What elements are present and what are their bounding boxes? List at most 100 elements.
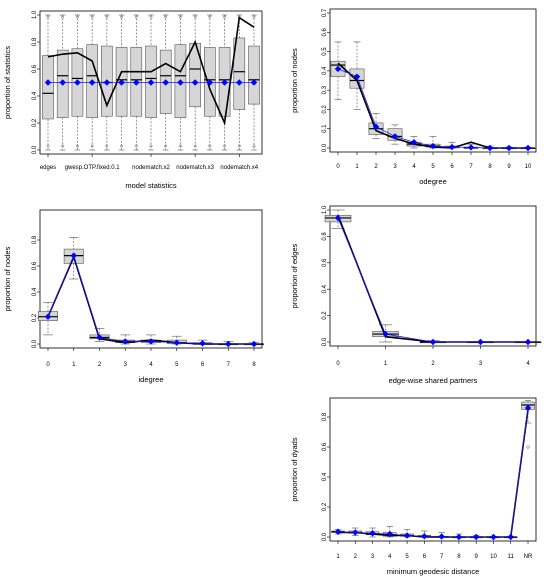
simulated-mean-point [44, 79, 52, 86]
x-axis-label: model statistics [125, 181, 177, 190]
simulated-mean-line [47, 254, 254, 345]
chart-panel-2: 0.0 0.1 0.2 0.3 0.4 0.5 0.6 0.7 proportion of no… [290, 8, 537, 186]
y-tick-label: 0.8 [322, 412, 328, 421]
simulated-mean-point [490, 533, 497, 541]
simulated-mean-line [337, 217, 528, 343]
simulated-mean-point [103, 79, 111, 86]
x-tick-label: 3 [479, 361, 483, 367]
simulated-mean-point [59, 79, 66, 86]
simulated-mean-line [337, 407, 529, 538]
simulated-mean-point [410, 139, 418, 146]
simulated-mean-point [382, 330, 389, 338]
y-axis-label: proportion of statistics [3, 46, 12, 119]
simulated-mean-point [477, 338, 484, 346]
chart-panel-1: 0.0 0.2 0.4 0.6 0.8 1.0 proportion of statisti… [3, 10, 263, 190]
x-tick-label: 1 [384, 361, 388, 367]
x-tick-label: nodematch.x4 [220, 165, 258, 171]
simulated-mean-point [225, 340, 232, 348]
y-tick-label: 0.0 [322, 532, 328, 541]
simulated-mean-point [372, 123, 380, 130]
y-tick-label: 0.0 [322, 337, 328, 346]
y-tick-label: 0.6 [32, 261, 38, 270]
outlier-point [208, 15, 212, 19]
x-tick-label: NR [524, 554, 533, 560]
simulated-mean-point [353, 73, 361, 80]
x-tick-label: 5 [405, 554, 409, 560]
simulated-mean-point [147, 338, 155, 345]
outlier-point [252, 144, 256, 148]
x-tick-label: nodematch.x2 [132, 165, 170, 171]
y-tick-label: 0.2 [322, 105, 328, 114]
outlier-point [120, 144, 124, 148]
simulated-mean-point [386, 530, 394, 538]
y-tick-label: 0.8 [322, 232, 328, 241]
x-axis-label: odegree [419, 177, 447, 186]
simulated-mean-point [467, 144, 475, 151]
outlier-point [164, 15, 168, 19]
y-tick-label: 0.4 [322, 66, 328, 75]
outlier-point [149, 15, 153, 19]
x-tick-label: 8 [252, 362, 256, 368]
x-tick-label: 9 [507, 164, 511, 170]
observed-line [338, 409, 529, 538]
y-tick-label: 0.2 [32, 313, 38, 322]
outlier-point [120, 15, 124, 19]
outlier-point [134, 144, 138, 148]
x-tick-label: 7 [440, 554, 444, 560]
outlier-point [75, 15, 79, 19]
x-tick-label: 8 [488, 164, 492, 170]
simulated-mean-point [334, 65, 342, 73]
observed-line [337, 214, 528, 343]
y-tick-label: 0.6 [32, 64, 38, 73]
simulated-mean-point [44, 313, 52, 320]
simulated-mean-point [250, 340, 258, 348]
simulated-mean-point [505, 144, 513, 152]
simulated-mean-point [236, 79, 243, 86]
x-tick-label: 0 [336, 164, 340, 170]
simulated-mean-point [507, 533, 514, 541]
simulated-mean-point [147, 79, 155, 86]
y-tick-label: 0.1 [322, 124, 328, 133]
simulated-mean-point [96, 334, 103, 341]
simulated-mean-point [199, 340, 206, 347]
y-tick-label: 0.4 [32, 287, 38, 296]
outlier-point [134, 15, 138, 19]
outlier-point [237, 144, 241, 148]
outlier-point [223, 15, 227, 19]
chart-panel-5: 0.0 0.2 0.4 0.6 0.8 proportion of dyads minimu… [290, 397, 537, 576]
x-tick-label: gwesp.OTP.fixed.0.1 [65, 165, 121, 171]
outlier-point [164, 144, 168, 148]
observed-line [337, 62, 528, 149]
box-body [42, 55, 54, 120]
x-tick-label: 10 [490, 554, 497, 560]
simulated-mean-point [118, 79, 125, 86]
box-body [248, 45, 260, 105]
box [248, 14, 260, 151]
y-axis-label: proportion of edges [290, 243, 299, 308]
y-tick-label: 1.0 [32, 10, 38, 19]
observed-line [47, 16, 255, 126]
simulated-mean-point [88, 79, 96, 86]
x-tick-label: 2 [98, 362, 102, 368]
x-tick-label: 8 [457, 554, 461, 560]
y-axis-label: proportion of nodes [290, 48, 299, 113]
outlier-point [252, 15, 256, 19]
y-tick-label: 0.2 [32, 118, 38, 127]
outlier-point [75, 144, 79, 148]
simulated-mean-point [250, 79, 258, 86]
x-axis-label: idegree [138, 375, 163, 384]
chart-panel-4: 0.0 0.2 0.4 0.6 0.8 1.0 proportion of edges edg… [290, 205, 542, 385]
x-tick-label: 1 [72, 362, 76, 368]
x-tick-label: 6 [201, 362, 205, 368]
simulated-mean-point [391, 133, 399, 140]
x-tick-label: 7 [227, 362, 231, 368]
observed-line [47, 254, 254, 345]
simulated-mean-point [429, 338, 437, 346]
outlier-point [90, 15, 94, 19]
simulated-mean-point [438, 533, 445, 540]
x-tick-label: 7 [469, 164, 473, 170]
outlier-point [46, 15, 50, 19]
box-body [233, 37, 246, 110]
outlier-point [105, 15, 109, 19]
x-tick-label: 4 [526, 361, 530, 367]
